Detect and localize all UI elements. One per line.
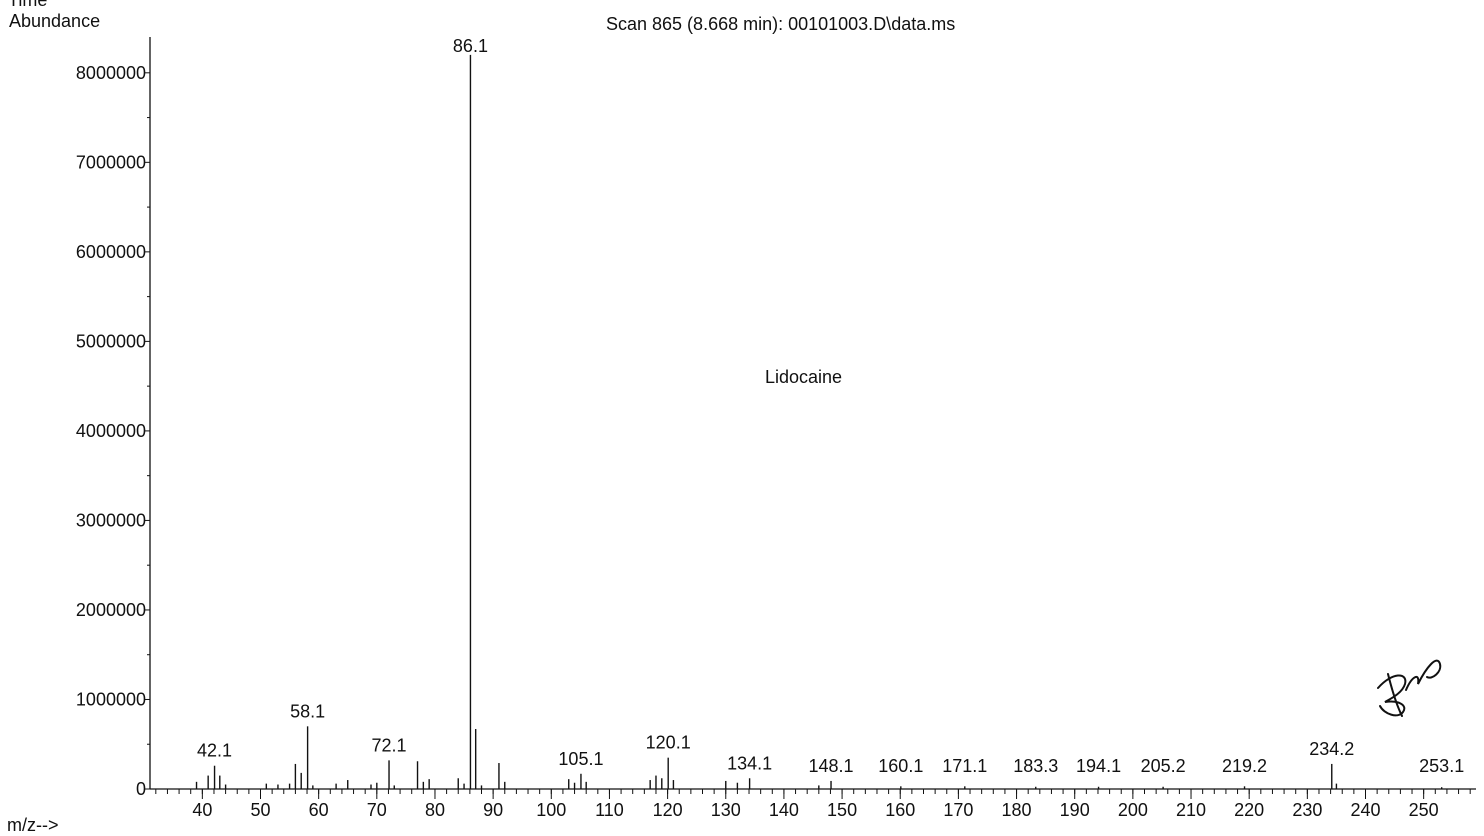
chart-title: Scan 865 (8.668 min): 00101003.D\data.ms xyxy=(606,14,956,34)
x-tick-label: 80 xyxy=(425,800,445,820)
x-tick-label: 140 xyxy=(769,800,799,820)
x-tick-label: 160 xyxy=(885,800,915,820)
x-axis-label: m/z--> xyxy=(7,815,59,835)
peak-label: 72.1 xyxy=(372,735,407,755)
x-tick-label: 110 xyxy=(595,800,624,820)
axes xyxy=(149,37,1476,790)
compound-annotation: Lidocaine xyxy=(765,367,843,387)
x-tick-label: 200 xyxy=(1118,800,1148,820)
y-tick-label: 5000000 xyxy=(76,331,146,351)
peak-label: 148.1 xyxy=(809,756,854,776)
peak-label: 205.2 xyxy=(1141,756,1186,776)
x-ticks: 40 50 60 70 80 90 100 110 120 130 140 150 160 170 180 1… xyxy=(155,789,1471,820)
y-tick-label: 4000000 xyxy=(76,421,146,441)
x-tick-label: 150 xyxy=(827,800,857,820)
peak-label: 105.1 xyxy=(558,749,603,769)
peak-label: 120.1 xyxy=(646,733,691,753)
x-tick-label: 100 xyxy=(536,800,566,820)
x-tick-label: 180 xyxy=(1002,800,1032,820)
peak-label: 253.1 xyxy=(1419,756,1464,776)
peak-label: 183.3 xyxy=(1013,756,1058,776)
y-tick-label: 0 xyxy=(136,779,146,799)
x-tick-label: 90 xyxy=(483,800,503,820)
x-tick-label: 120 xyxy=(653,800,683,820)
x-tick-label: 250 xyxy=(1409,800,1439,820)
x-tick-label: 40 xyxy=(192,800,212,820)
peak-bars xyxy=(195,54,1443,789)
x-tick-label: 50 xyxy=(250,800,270,820)
x-tick-label: 230 xyxy=(1292,800,1322,820)
x-tick-label: 220 xyxy=(1234,800,1264,820)
y-tick-label: 8000000 xyxy=(76,63,146,83)
y-ticks: 0 1000000 2000000 3000000 4000000 5000000 6000… xyxy=(76,63,150,799)
peak-label: 86.1 xyxy=(453,36,488,56)
signature-mark xyxy=(1377,659,1442,717)
y-tick-label: 7000000 xyxy=(76,152,146,172)
peak-label: 234.2 xyxy=(1309,739,1354,759)
peak-label: 42.1 xyxy=(197,741,232,761)
x-tick-label: 70 xyxy=(367,800,387,820)
x-tick-label: 60 xyxy=(309,800,329,820)
peak-label: 171.1 xyxy=(942,756,987,776)
peak-label: 160.1 xyxy=(878,756,923,776)
x-tick-label: 210 xyxy=(1176,800,1206,820)
peak-labels: 42.1 58.1 72.1 86.1 105.1 120.1 134.1 148.1 160.… xyxy=(197,36,1464,776)
y-tick-label: 2000000 xyxy=(76,600,146,620)
cut-off-header-label: Time xyxy=(8,0,48,10)
x-tick-label: 240 xyxy=(1350,800,1380,820)
peak-label: 58.1 xyxy=(290,701,325,721)
x-tick-label: 190 xyxy=(1060,800,1090,820)
peak-label: 134.1 xyxy=(727,753,772,773)
x-tick-label: 170 xyxy=(943,800,973,820)
y-tick-label: 3000000 xyxy=(76,510,146,530)
y-axis-label: Abundance xyxy=(9,11,101,31)
x-tick-label: 130 xyxy=(711,800,741,820)
peak-label: 194.1 xyxy=(1076,756,1121,776)
peak-label: 219.2 xyxy=(1222,756,1267,776)
y-tick-label: 1000000 xyxy=(76,689,146,709)
y-tick-label: 6000000 xyxy=(76,242,146,262)
